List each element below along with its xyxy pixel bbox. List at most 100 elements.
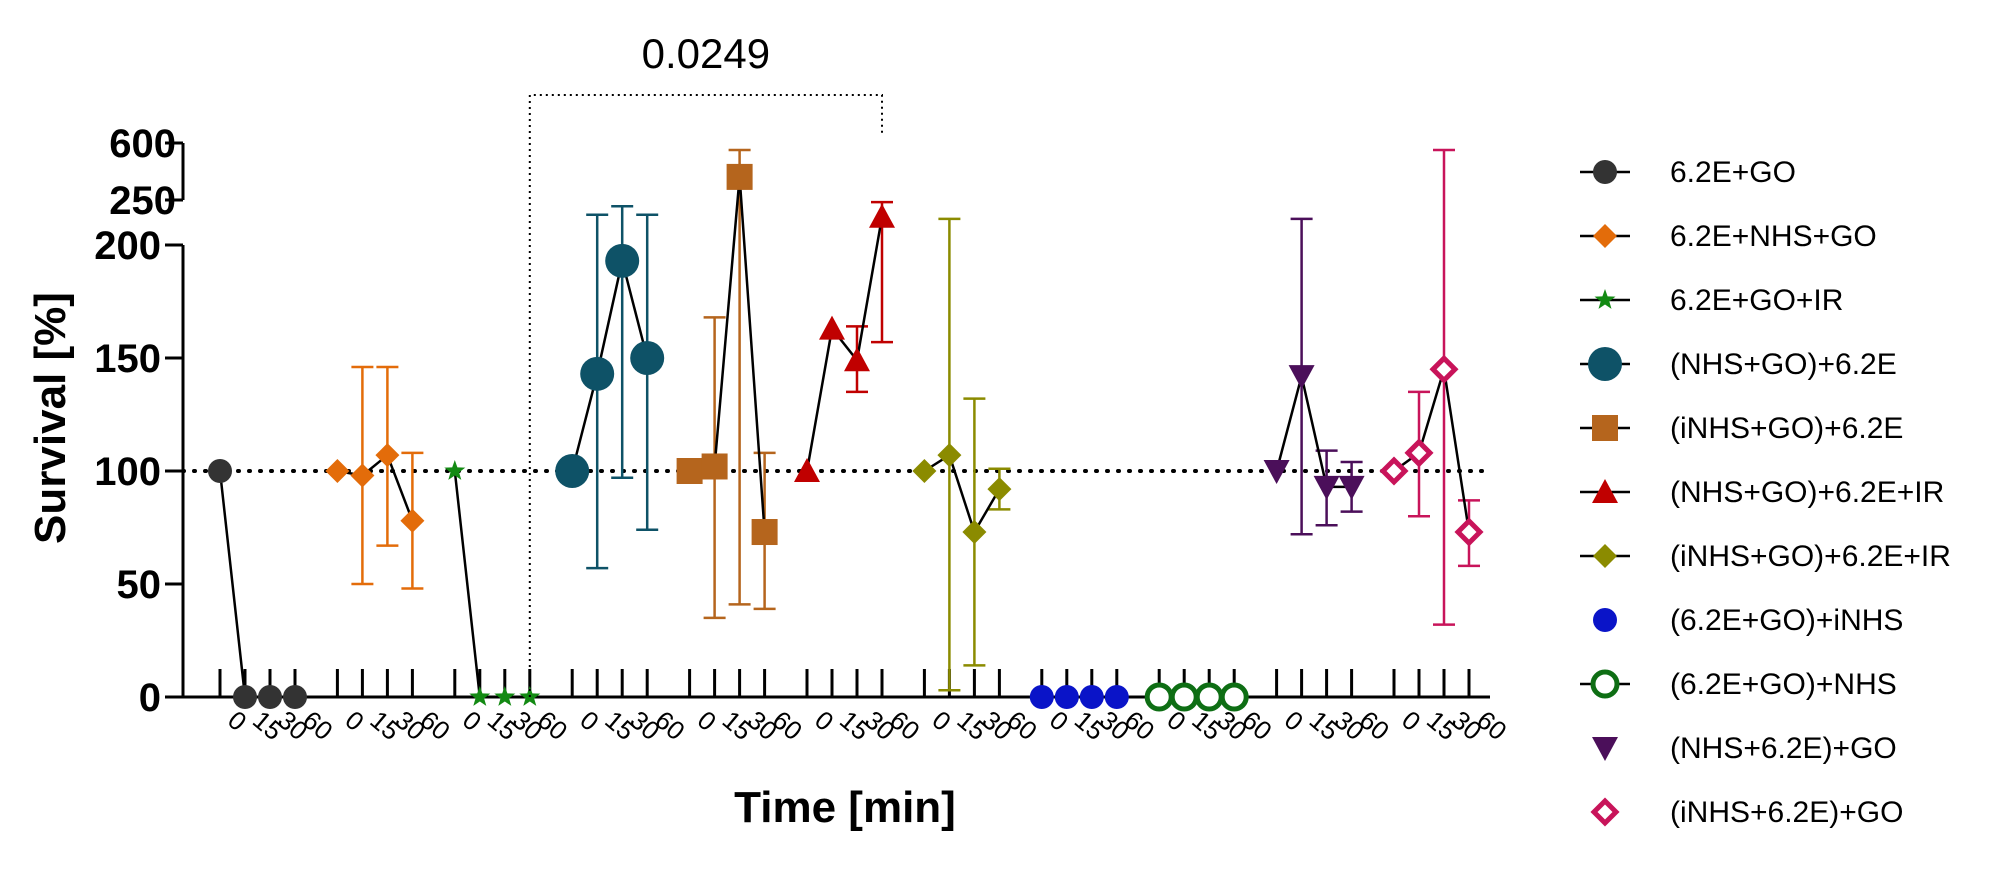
data-point: [794, 458, 820, 482]
data-point: [844, 347, 870, 372]
data-point: [1429, 354, 1459, 384]
legend-item: (NHS+6.2E)+GO: [1592, 732, 1897, 765]
legend-item: (6.2E+GO)+NHS: [1580, 668, 1897, 701]
data-point: [1263, 460, 1290, 484]
x-tick-label: 0: [927, 705, 957, 737]
y-tick-label: 200: [94, 224, 161, 268]
data-point: [580, 356, 615, 391]
legend-marker: [1593, 544, 1617, 568]
x-tick-label: 60: [297, 705, 338, 747]
data-point: [494, 686, 516, 706]
series-line: [805, 216, 884, 472]
x-tick-label: 0: [457, 705, 487, 737]
legend-item: (NHS+GO)+6.2E+IR: [1580, 476, 1944, 509]
data-point: [1029, 685, 1054, 709]
legend-marker: [1593, 224, 1617, 248]
x-tick-label: 60: [1119, 705, 1160, 747]
legend-item: (iNHS+GO)+6.2E: [1580, 412, 1903, 445]
data-point: [987, 477, 1012, 502]
data-point: [605, 243, 640, 278]
legend-marker: [1592, 415, 1618, 441]
legend-marker: [1593, 160, 1617, 184]
legend-marker: [1592, 737, 1618, 761]
legend-label: (6.2E+GO)+NHS: [1670, 668, 1897, 701]
legend-label: (NHS+GO)+6.2E+IR: [1670, 476, 1944, 509]
x-tick-label: 0: [1044, 705, 1074, 737]
significance-bracket: [528, 94, 883, 697]
legend-item: (NHS+GO)+6.2E: [1580, 347, 1897, 381]
data-point: [751, 519, 778, 546]
legend-label: (NHS+GO)+6.2E: [1670, 348, 1897, 381]
x-tick-label: 0: [1396, 705, 1426, 737]
data-point: [1379, 456, 1409, 486]
legend-marker: [1592, 479, 1618, 503]
legend-label: (iNHS+GO)+6.2E: [1670, 412, 1903, 445]
data-point: [726, 163, 753, 190]
data-point: [1288, 365, 1315, 390]
data-point: [701, 453, 728, 480]
significance-label: 0.0249: [642, 30, 770, 77]
data-point: [937, 443, 962, 468]
legend-label: 6.2E+NHS+GO: [1670, 220, 1877, 253]
x-tick-label: 60: [1354, 705, 1395, 747]
data-point: [208, 459, 232, 483]
legend-marker: [1593, 608, 1617, 632]
x-tick-label: 60: [415, 705, 456, 747]
data-point: [869, 203, 895, 228]
y-tick-label: 0: [139, 676, 161, 720]
data-point: [1194, 682, 1224, 712]
legend-marker: [1590, 797, 1620, 827]
data-point: [1104, 685, 1129, 709]
data-point: [233, 685, 257, 709]
data-point: [962, 520, 987, 545]
x-tick-label: 60: [767, 705, 808, 747]
data-point: [1338, 475, 1365, 500]
x-tick-label: 0: [1279, 705, 1309, 737]
legend-marker: [1588, 347, 1622, 381]
data-point: [258, 685, 282, 709]
legend-item: (iNHS+GO)+6.2E+IR: [1580, 540, 1951, 573]
x-tick-label: 60: [532, 705, 573, 747]
x-tick-label: 60: [1236, 705, 1277, 747]
data-point: [1313, 475, 1340, 500]
legend-item: (6.2E+GO)+iNHS: [1593, 604, 1903, 637]
legend-label: (iNHS+6.2E)+GO: [1670, 796, 1903, 829]
data-point: [283, 685, 307, 709]
legend-label: 6.2E+GO+IR: [1670, 284, 1843, 317]
y-tick-label: 50: [117, 563, 162, 607]
x-axis-title: Time [min]: [734, 783, 956, 832]
data-point: [676, 458, 703, 484]
y-break-tick-label: 600: [109, 122, 176, 166]
x-tick-label: 0: [340, 705, 370, 737]
legend-label: (NHS+6.2E)+GO: [1670, 732, 1897, 765]
data-point: [325, 459, 350, 483]
x-tick-label: 0: [222, 705, 252, 737]
y-tick-label: 100: [94, 450, 161, 494]
data-point: [350, 463, 375, 488]
legend-marker: [1590, 669, 1620, 699]
x-tick-label: 60: [884, 705, 925, 747]
data-point: [400, 508, 425, 533]
legend-label: (6.2E+GO)+iNHS: [1670, 604, 1903, 637]
series-line: [218, 470, 295, 699]
x-tick-label: 0: [574, 705, 604, 737]
data-point: [469, 686, 491, 706]
y-break-tick-label: 250: [109, 179, 176, 223]
data-point: [1079, 685, 1104, 709]
data-point: [1219, 682, 1249, 712]
x-tick-label: 0: [809, 705, 839, 737]
legend-marker: [1594, 289, 1616, 309]
series-line: [570, 260, 649, 472]
data-point: [819, 315, 845, 340]
x-tick-label: 60: [1002, 705, 1043, 747]
data-point: [912, 459, 937, 483]
series-line: [1275, 375, 1352, 489]
legend-label: (iNHS+GO)+6.2E+IR: [1670, 540, 1951, 573]
series-line: [1393, 368, 1471, 533]
data-point: [630, 341, 665, 375]
y-axis-title: Survival [%]: [26, 292, 75, 544]
series-line: [923, 453, 1001, 536]
data-point: [1169, 682, 1199, 712]
